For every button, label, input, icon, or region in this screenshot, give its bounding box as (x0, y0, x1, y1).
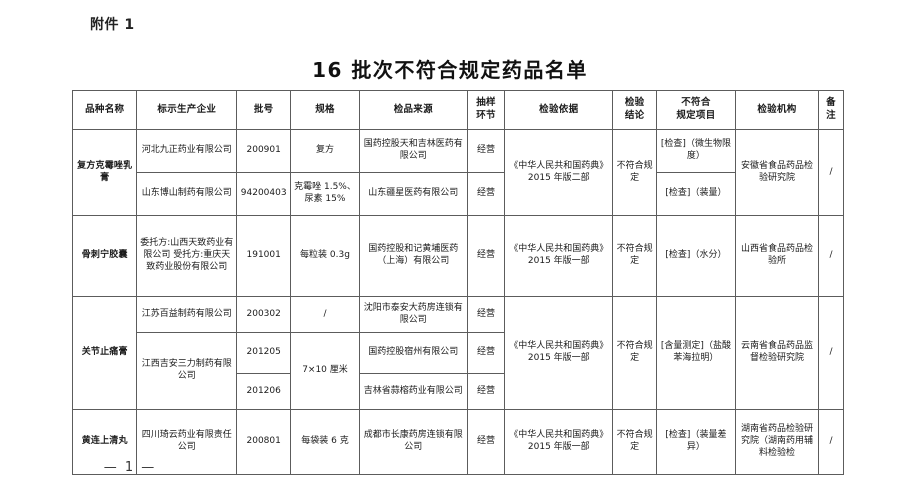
table-row: 复方克霉唑乳膏 河北九正药业有限公司 200901 复方 国药控股天和吉林医药有限公司经… (71, 129, 844, 216)
noncompliant-item: [检查]（水分） (665, 250, 727, 261)
column-header-name: 品种名称 (71, 90, 138, 130)
column-header-remark-line1: 备 (826, 97, 836, 109)
cell-inspection-basis: 《中华人民共和国药典》2015 年版一部 (504, 296, 614, 410)
cell-inspection-conclusion: 不符合规定 (612, 296, 657, 410)
cell-remark: / (818, 129, 844, 216)
cell-specification: 复方 (290, 129, 360, 173)
cell-manufacturer: 四川琦云药业有限责任公司 (136, 409, 238, 475)
cell-sampling-stage: 经营 (466, 172, 506, 216)
column-header-batch: 批号 (236, 90, 292, 130)
cell-inspection-organization: 山西省食品药品检验所 (734, 215, 820, 297)
cell-inspection-basis: 《中华人民共和国药典》2015 年版二部 (504, 129, 614, 216)
cell-batch-number: 201206 (236, 373, 292, 410)
cell-inspection-basis: 《中华人民共和国药典》2015 年版一部 (504, 215, 614, 297)
cell-manufacturer: 江西吉安三力制药有限公司 (136, 332, 238, 410)
cell-sampling-stage: 经营 (466, 129, 506, 173)
noncompliant-item: [检查]（微生物限度） (660, 139, 731, 161)
column-header-stage: 抽样 环节 (466, 90, 506, 130)
cell-manufacturer: 山东博山制药有限公司 (136, 172, 238, 216)
column-header-item: 不符合 规定项目 (655, 90, 736, 130)
cell-manufacturer: 江苏百益制药有限公司 (136, 296, 238, 333)
table-row: 201206 吉林省蒜榕药业有限公司 经营 (73, 373, 844, 410)
cell-drug-name: 骨刺宁胶囊 (71, 215, 138, 297)
cell-drug-name: 黄连上清丸 (71, 409, 138, 475)
cell-specification: 7×10 厘米 (290, 332, 360, 410)
table-row: 骨刺宁胶囊 委托方:山西天致药业有限公司 受托方:重庆天致药业股份有限公司 1910… (71, 215, 844, 297)
attachment-label: 附件 1 (90, 17, 135, 33)
cell-noncompliant-items: [检查]（装量差异） (655, 409, 736, 475)
cell-noncompliant-items: [检查]（水分） (655, 215, 736, 297)
cell-sample-source: 国药控股和记黄埔医药（上海）有限公司 (358, 215, 468, 297)
cell-manufacturer: 河北九正药业有限公司 (136, 129, 238, 173)
cell-inspection-conclusion: 不符合规定 (612, 129, 657, 216)
cell-batch-number: 200801 (236, 409, 292, 475)
column-header-conclusion-line2: 结论 (624, 110, 645, 121)
column-header-remark: 备 注 (818, 90, 844, 130)
cell-sample-source: 国药控股宿州有限公司 (358, 332, 468, 374)
column-header-remark-line2: 注 (826, 110, 836, 121)
cell-sample-source: 山东疆星医药有限公司 (358, 172, 468, 216)
cell-sample-source: 沈阳市泰安大药房连锁有限公司 (358, 296, 468, 333)
cell-sample-source: 国药控股天和吉林医药有限公司 (358, 129, 468, 173)
column-header-basis: 检验依据 (504, 90, 614, 130)
cell-remark: / (818, 296, 844, 410)
page-number-footer: — 1 — (103, 460, 157, 475)
cell-sampling-stage: 经营 (466, 332, 506, 374)
column-header-conclusion-line1: 检验 (624, 97, 645, 109)
table-row: 关节止痛膏 江苏百益制药有限公司 200302/沈阳市泰安大药房连锁有限公司 经营 《中… (71, 296, 844, 410)
cell-drug-name: 复方克霉唑乳膏 (71, 129, 138, 216)
cell-batch-number: 201205 (236, 332, 292, 374)
cell-batch-number: 200302 (236, 296, 292, 333)
cell-sample-source: 吉林省蒜榕药业有限公司 (358, 373, 468, 410)
cell-inspection-conclusion: 不符合规定 (612, 409, 657, 475)
drug-list-table-container: 品种名称 标示生产企业 批号 规格 检品来源 抽样 环节 检验依据 检验 结论 (71, 90, 844, 475)
column-header-organization: 检验机构 (734, 90, 820, 130)
column-header-manufacturer: 标示生产企业 (136, 90, 238, 130)
drug-list-table: 品种名称 标示生产企业 批号 规格 检品来源 抽样 环节 检验依据 检验 结论 (71, 90, 844, 475)
cell-specification: 每袋装 6 克 (290, 409, 360, 475)
cell-noncompliant-items: [检查]（微生物限度） [检查]（装量） (655, 129, 736, 216)
cell-remark: / (818, 215, 844, 297)
cell-inspection-conclusion: 不符合规定 (612, 215, 657, 297)
cell-inspection-organization: 安徽省食品药品检验研究院 (734, 129, 820, 216)
cell-specification: 每粒装 0.3g (290, 215, 360, 297)
page-title: 16 批次不符合规定药品名单 (312, 58, 588, 82)
cell-sampling-stage: 经营 (466, 296, 506, 333)
cell-inspection-organization: 湖南省药品检验研究院（湖南药用辅料检验检 (734, 409, 820, 475)
noncompliant-item: [含量测定]（盐酸苯海拉明） (660, 341, 731, 363)
column-header-item-line1: 不符合 (681, 97, 711, 109)
column-header-item-line2: 规定项目 (676, 110, 716, 121)
noncompliant-item: [检查]（装量） (657, 172, 735, 215)
cell-sampling-stage: 经营 (466, 409, 506, 475)
cell-batch-number: 191001 (236, 215, 292, 297)
cell-specification: 克霉唑 1.5%、尿素 15% (290, 172, 360, 216)
noncompliant-item: [检查]（装量差异） (665, 430, 727, 452)
column-header-conclusion: 检验 结论 (612, 90, 657, 130)
cell-batch-number: 200901 (236, 129, 292, 173)
table-body: 复方克霉唑乳膏 河北九正药业有限公司 200901 复方 国药控股天和吉林医药有限公司经… (71, 129, 844, 475)
cell-sample-source: 成都市长康药房连锁有限公司 (358, 409, 468, 475)
table-row: 山东博山制药有限公司 94200403 克霉唑 1.5%、尿素 15% 山东疆星医药有… (73, 172, 844, 216)
table-header-row: 品种名称 标示生产企业 批号 规格 检品来源 抽样 环节 检验依据 检验 结论 (71, 90, 844, 130)
cell-sampling-stage: 经营 (466, 373, 506, 410)
cell-noncompliant-items: [含量测定]（盐酸苯海拉明） (655, 296, 736, 410)
cell-specification: / (290, 296, 360, 333)
cell-manufacturer: 委托方:山西天致药业有限公司 受托方:重庆天致药业股份有限公司 (136, 215, 238, 297)
column-header-stage-line1: 抽样 (476, 97, 496, 109)
column-header-spec: 规格 (290, 90, 360, 130)
cell-sampling-stage: 经营 (466, 215, 506, 297)
column-header-stage-line2: 环节 (476, 110, 496, 121)
cell-batch-number: 94200403 (236, 172, 292, 216)
cell-drug-name: 关节止痛膏 (71, 296, 138, 410)
table-row: 黄连上清丸 四川琦云药业有限责任公司 200801 每袋装 6 克成都市长康药房连锁有… (71, 409, 844, 475)
cell-remark: / (818, 409, 844, 475)
cell-inspection-organization: 云南省食品药品监督检验研究院 (734, 296, 820, 410)
cell-inspection-basis: 《中华人民共和国药典》2015 年版一部 (504, 409, 614, 475)
column-header-source: 检品来源 (358, 90, 468, 130)
